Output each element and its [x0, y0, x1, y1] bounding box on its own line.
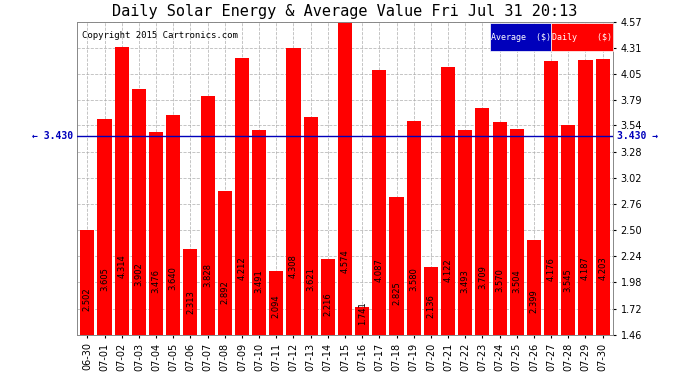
Text: 3.605: 3.605: [100, 267, 109, 291]
Text: 1.741: 1.741: [357, 301, 366, 325]
Bar: [80, 230, 95, 335]
Bar: [304, 117, 317, 335]
Text: Daily    ($): Daily ($): [552, 33, 612, 42]
Text: 2.216: 2.216: [324, 292, 333, 316]
Bar: [286, 48, 301, 335]
Text: 4.308: 4.308: [289, 254, 298, 278]
Text: 3.621: 3.621: [306, 267, 315, 291]
Text: 3.545: 3.545: [564, 268, 573, 292]
Text: 2.136: 2.136: [426, 294, 435, 318]
Text: 3.902: 3.902: [135, 262, 144, 285]
Bar: [355, 306, 369, 335]
Bar: [338, 21, 352, 335]
Text: 4.314: 4.314: [117, 254, 126, 278]
Text: 4.187: 4.187: [581, 256, 590, 280]
Text: 3.580: 3.580: [409, 267, 418, 291]
Bar: [269, 271, 284, 335]
Bar: [252, 130, 266, 335]
Text: 2.825: 2.825: [392, 281, 401, 305]
Text: 3.709: 3.709: [478, 265, 487, 289]
Text: Average  ($): Average ($): [491, 33, 551, 42]
Bar: [424, 267, 438, 335]
Bar: [321, 259, 335, 335]
Text: 3.640: 3.640: [169, 266, 178, 290]
Bar: [201, 96, 215, 335]
Text: 2.094: 2.094: [272, 295, 281, 318]
Text: Copyright 2015 Cartronics.com: Copyright 2015 Cartronics.com: [82, 31, 238, 40]
Text: 3.491: 3.491: [255, 269, 264, 293]
Bar: [595, 58, 610, 335]
FancyBboxPatch shape: [551, 23, 613, 51]
Bar: [578, 60, 593, 335]
Bar: [441, 67, 455, 335]
Text: 3.430 →: 3.430 →: [617, 132, 658, 141]
Text: 2.502: 2.502: [83, 287, 92, 311]
Text: 4.574: 4.574: [340, 250, 350, 273]
Bar: [184, 249, 197, 335]
Text: 3.828: 3.828: [203, 263, 212, 287]
Bar: [235, 58, 249, 335]
Text: 3.570: 3.570: [495, 268, 504, 291]
Bar: [561, 125, 575, 335]
Bar: [544, 62, 558, 335]
Bar: [166, 116, 180, 335]
Bar: [115, 48, 129, 335]
Text: 4.122: 4.122: [444, 258, 453, 282]
Text: 2.313: 2.313: [186, 291, 195, 314]
Bar: [475, 108, 489, 335]
Bar: [527, 240, 541, 335]
Text: 3.493: 3.493: [461, 269, 470, 293]
Bar: [510, 129, 524, 335]
Bar: [373, 70, 386, 335]
Bar: [97, 119, 112, 335]
Text: 2.892: 2.892: [220, 280, 229, 304]
Bar: [406, 122, 421, 335]
Text: 3.504: 3.504: [512, 269, 521, 293]
Title: Daily Solar Energy & Average Value Fri Jul 31 20:13: Daily Solar Energy & Average Value Fri J…: [112, 4, 578, 19]
Bar: [218, 190, 232, 335]
Text: 3.476: 3.476: [152, 269, 161, 293]
Text: 2.399: 2.399: [529, 289, 538, 313]
Bar: [493, 122, 506, 335]
Text: 4.203: 4.203: [598, 256, 607, 280]
Bar: [458, 130, 472, 335]
Bar: [132, 89, 146, 335]
Text: ← 3.430: ← 3.430: [32, 132, 73, 141]
Bar: [149, 132, 163, 335]
Bar: [389, 197, 404, 335]
Text: 4.176: 4.176: [546, 257, 555, 280]
Text: 4.212: 4.212: [237, 256, 246, 280]
FancyBboxPatch shape: [490, 23, 551, 51]
Text: 4.087: 4.087: [375, 258, 384, 282]
